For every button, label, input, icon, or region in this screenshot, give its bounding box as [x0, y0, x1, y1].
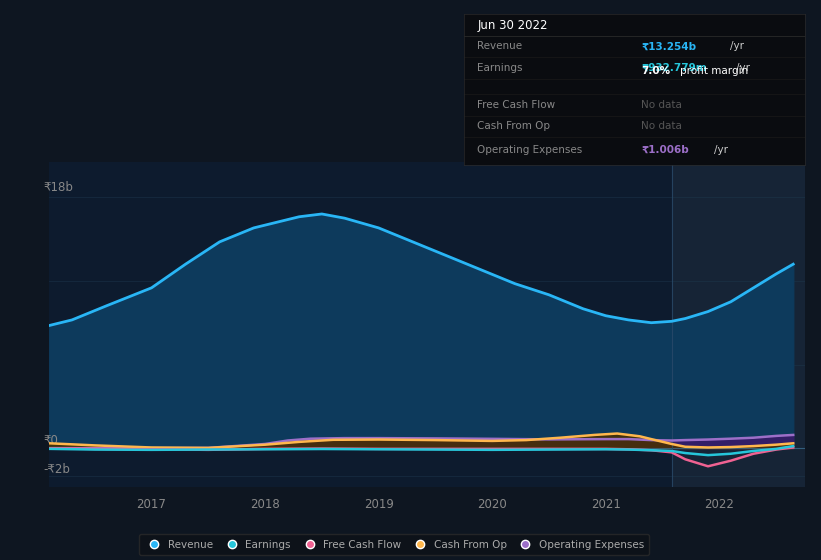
Text: No data: No data [641, 122, 682, 132]
Legend: Revenue, Earnings, Free Cash Flow, Cash From Op, Operating Expenses: Revenue, Earnings, Free Cash Flow, Cash … [139, 534, 649, 555]
Text: Jun 30 2022: Jun 30 2022 [478, 20, 548, 32]
Text: Operating Expenses: Operating Expenses [478, 145, 583, 155]
Text: /yr: /yr [736, 63, 750, 73]
Text: /yr: /yr [714, 145, 728, 155]
Text: profit margin: profit margin [681, 66, 749, 76]
Text: Free Cash Flow: Free Cash Flow [478, 100, 556, 110]
Text: ₹1.006b: ₹1.006b [641, 145, 689, 155]
Text: Earnings: Earnings [478, 63, 523, 73]
Text: ₹13.254b: ₹13.254b [641, 41, 696, 52]
Bar [672, 162, 805, 487]
Text: 7.0%: 7.0% [641, 66, 670, 76]
Text: -₹2b: -₹2b [44, 463, 71, 476]
Text: /yr: /yr [730, 41, 744, 52]
Text: Cash From Op: Cash From Op [478, 122, 551, 132]
Text: ₹932.779m: ₹932.779m [641, 63, 707, 73]
Text: No data: No data [641, 100, 682, 110]
Text: Revenue: Revenue [478, 41, 523, 52]
Text: ₹0: ₹0 [44, 434, 58, 447]
Text: ₹18b: ₹18b [44, 181, 73, 194]
